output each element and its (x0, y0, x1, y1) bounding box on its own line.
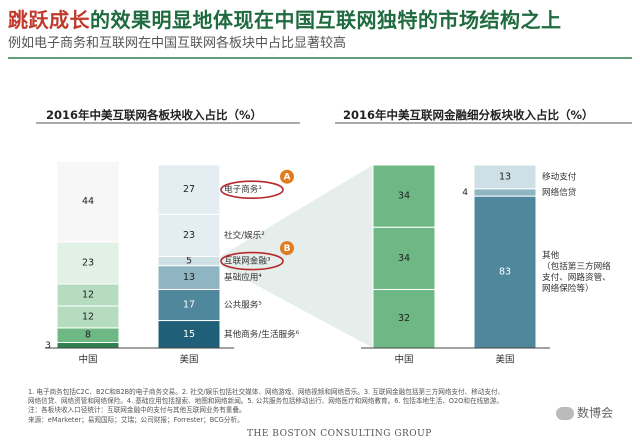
right-series-label: 支付、网路资管、 (542, 271, 611, 283)
right-data-label: 34 (398, 253, 410, 264)
left-data-label: 13 (183, 272, 195, 283)
badge-circle (280, 241, 294, 256)
right-series-label: （包括第三方网络 (542, 260, 611, 272)
left-series-label: 社交/娱乐² (224, 229, 265, 241)
right-bar-0-seg-2 (372, 164, 436, 228)
right-data-label: 34 (398, 191, 410, 202)
left-data-label: 3 (45, 341, 51, 351)
left-bar-0-seg-5 (56, 160, 120, 243)
footnote-line: 1. 电子商务包括C2C、B2C和B2B的电子商务交易。2. 社交/娱乐包括社交… (28, 388, 505, 396)
highlight-ring (220, 180, 284, 200)
left-series-label: 公共服务⁵ (224, 298, 262, 310)
left-category-label: 美国 (179, 354, 198, 366)
right-data-label: 4 (462, 188, 468, 198)
footnote-line: 注：各板块收入口径统计：互联网金融中的支付与其他互联网业务有重叠。 (28, 406, 246, 415)
left-data-label: 8 (85, 330, 91, 341)
title-highlight: 跳跃成长 (8, 8, 90, 32)
right-series-label: 网络保险等） (542, 282, 594, 294)
wechat-watermark: 数博会 (556, 404, 613, 421)
right-bar-0-seg-0 (372, 288, 436, 349)
footnote-line: 网络信贷、网络资管和网络保险。4. 基础应用包括搜索、地图和网络新闻。5. 公共… (28, 397, 503, 406)
left-data-label: 17 (183, 299, 195, 310)
left-bar-0-seg-0 (56, 342, 120, 349)
title-rest: 的效果明显地体现在中国互联网独特的市场结构之上 (90, 8, 562, 32)
left-bar-1-seg-5 (157, 164, 221, 215)
left-bar-0-seg-4 (56, 241, 120, 285)
fintech-connector (220, 165, 373, 348)
right-data-label: 83 (499, 267, 511, 278)
left-bar-1-seg-4 (157, 213, 221, 258)
left-series-label: 基础应用⁴ (224, 271, 262, 283)
left-data-label: 27 (183, 184, 195, 195)
right-category-label: 中国 (394, 354, 413, 366)
left-data-label: 12 (82, 311, 94, 322)
page-title: 跳跃成长的效果明显地体现在中国互联网独特的市场结构之上 (8, 4, 632, 33)
right-bar-0-seg-1 (372, 226, 436, 290)
left-category-label: 中国 (78, 354, 97, 366)
left-series-label: 其他商务/生活服务⁶ (224, 328, 300, 340)
bcg-logo: THE BOSTON CONSULTING GROUP (247, 429, 432, 439)
badge-circle (280, 169, 294, 184)
left-series-label: 电子商务¹ (224, 183, 262, 195)
page-subtitle: 例如电子商务和互联网在中国互联网各板块中占比显著较高 (8, 36, 347, 51)
left-series-label: 互联网金融³ (224, 255, 271, 267)
right-series-label: 移动支付 (542, 170, 577, 182)
left-data-label: 15 (183, 329, 195, 340)
left-data-label: 44 (82, 196, 94, 207)
right-series-label: 其他 (542, 249, 560, 261)
footnotes: 1. 电子商务包括C2C、B2C和B2B的电子商务交易。2. 社交/娱乐包括社交… (28, 388, 608, 425)
right-category-label: 美国 (495, 354, 514, 366)
right-chart-title: 2016年中美互联网金融细分板块收入占比（%） (343, 108, 594, 122)
right-bar-1-seg-1 (473, 188, 537, 197)
left-data-label: 23 (183, 230, 195, 241)
right-data-label: 32 (398, 313, 410, 324)
left-data-label: 23 (82, 257, 94, 268)
left-chart-title: 2016年中美互联网各板块收入占比（%） (46, 108, 263, 122)
badge-letter: A (284, 173, 291, 183)
right-series-label: 网络信贷 (542, 186, 577, 198)
watermark-text: 数博会 (577, 406, 614, 420)
wechat-icon (556, 407, 574, 420)
right-bar-1-seg-2 (473, 164, 537, 190)
right-data-label: 13 (499, 171, 511, 182)
highlight-ring (220, 251, 284, 271)
badge-letter: B (284, 244, 291, 254)
left-data-label: 5 (186, 256, 192, 267)
footnote-line: 来源：eMarketer；易观国际；艾瑞；公司财报；Forrester；BCG分… (28, 415, 244, 424)
right-bar-1-seg-0 (473, 195, 537, 349)
left-data-label: 12 (82, 289, 94, 300)
